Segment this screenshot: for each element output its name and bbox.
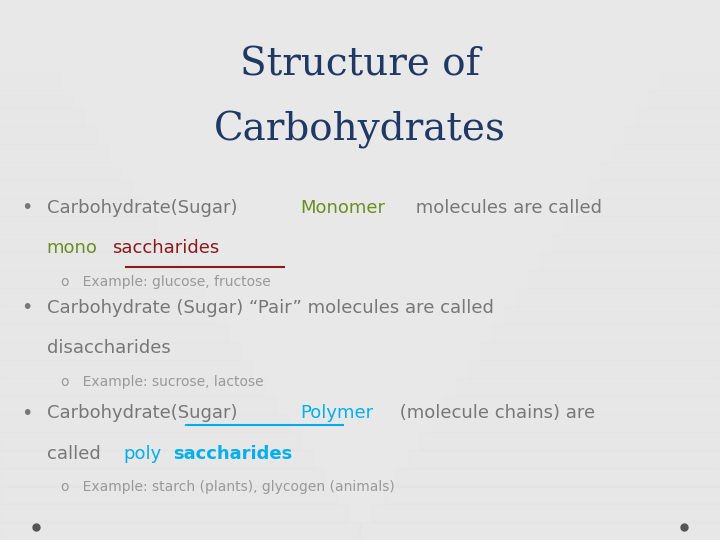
Bar (0, 0, 12, 18)
Text: poly: poly (124, 444, 162, 463)
Bar (0, 324, 228, 342)
Bar (648, 90, 720, 108)
Bar (432, 414, 720, 432)
Text: •: • (22, 298, 33, 318)
Text: called: called (47, 444, 107, 463)
Bar (516, 288, 720, 306)
Text: Monomer: Monomer (300, 199, 385, 217)
Text: Polymer: Polymer (300, 404, 373, 422)
Bar (564, 216, 720, 234)
Bar (384, 486, 720, 504)
Text: o   Example: starch (plants), glycogen (animals): o Example: starch (plants), glycogen (an… (61, 480, 395, 494)
Bar (0, 306, 216, 324)
Bar (0, 342, 240, 360)
Bar (444, 396, 720, 414)
Text: mono: mono (47, 239, 98, 258)
Bar (0, 54, 48, 72)
Bar (468, 360, 720, 378)
Bar (0, 396, 276, 414)
Text: saccharides: saccharides (173, 444, 292, 463)
Bar (540, 252, 720, 270)
Text: Carbohydrate(Sugar): Carbohydrate(Sugar) (47, 199, 243, 217)
Text: Carbohydrate(Sugar): Carbohydrate(Sugar) (47, 404, 243, 422)
Bar (552, 234, 720, 252)
Bar (0, 270, 192, 288)
Bar (408, 450, 720, 468)
Bar (0, 126, 96, 144)
Bar (0, 108, 84, 126)
Bar (396, 468, 720, 486)
Text: o   Example: sucrose, lactose: o Example: sucrose, lactose (61, 375, 264, 389)
Bar (0, 162, 120, 180)
Bar (0, 522, 360, 540)
Text: Carbohydrates: Carbohydrates (214, 111, 506, 148)
Bar (708, 0, 720, 18)
Text: (molecule chains) are: (molecule chains) are (395, 404, 595, 422)
Bar (0, 72, 60, 90)
Bar (684, 36, 720, 54)
Bar (0, 288, 204, 306)
Bar (528, 270, 720, 288)
Bar (600, 162, 720, 180)
Bar (0, 432, 300, 450)
Bar (576, 198, 720, 216)
Text: Structure of: Structure of (240, 46, 480, 83)
Text: •: • (22, 403, 33, 423)
Bar (0, 378, 264, 396)
Bar (0, 252, 180, 270)
Bar (0, 144, 108, 162)
Bar (480, 342, 720, 360)
Text: Carbohydrate (Sugar) “Pair” molecules are called: Carbohydrate (Sugar) “Pair” molecules ar… (47, 299, 494, 317)
Bar (372, 504, 720, 522)
Bar (0, 90, 72, 108)
Bar (636, 108, 720, 126)
Text: saccharides: saccharides (112, 239, 220, 258)
Bar (504, 306, 720, 324)
Bar (0, 234, 168, 252)
Bar (420, 432, 720, 450)
Bar (492, 324, 720, 342)
Bar (0, 504, 348, 522)
Bar (0, 18, 24, 36)
Bar (660, 72, 720, 90)
Bar (0, 450, 312, 468)
Bar (0, 468, 324, 486)
Bar (624, 126, 720, 144)
Bar (0, 36, 36, 54)
Text: molecules are called: molecules are called (410, 199, 602, 217)
Bar (0, 180, 132, 198)
Bar (588, 180, 720, 198)
Text: disaccharides: disaccharides (47, 339, 171, 357)
Bar (360, 522, 720, 540)
Bar (612, 144, 720, 162)
Bar (672, 54, 720, 72)
Text: •: • (22, 198, 33, 218)
Bar (0, 414, 288, 432)
Bar (0, 198, 144, 216)
Bar (0, 360, 252, 378)
Bar (696, 18, 720, 36)
Bar (456, 378, 720, 396)
Bar (0, 216, 156, 234)
Text: o   Example: glucose, fructose: o Example: glucose, fructose (61, 275, 271, 289)
Bar (0, 486, 336, 504)
